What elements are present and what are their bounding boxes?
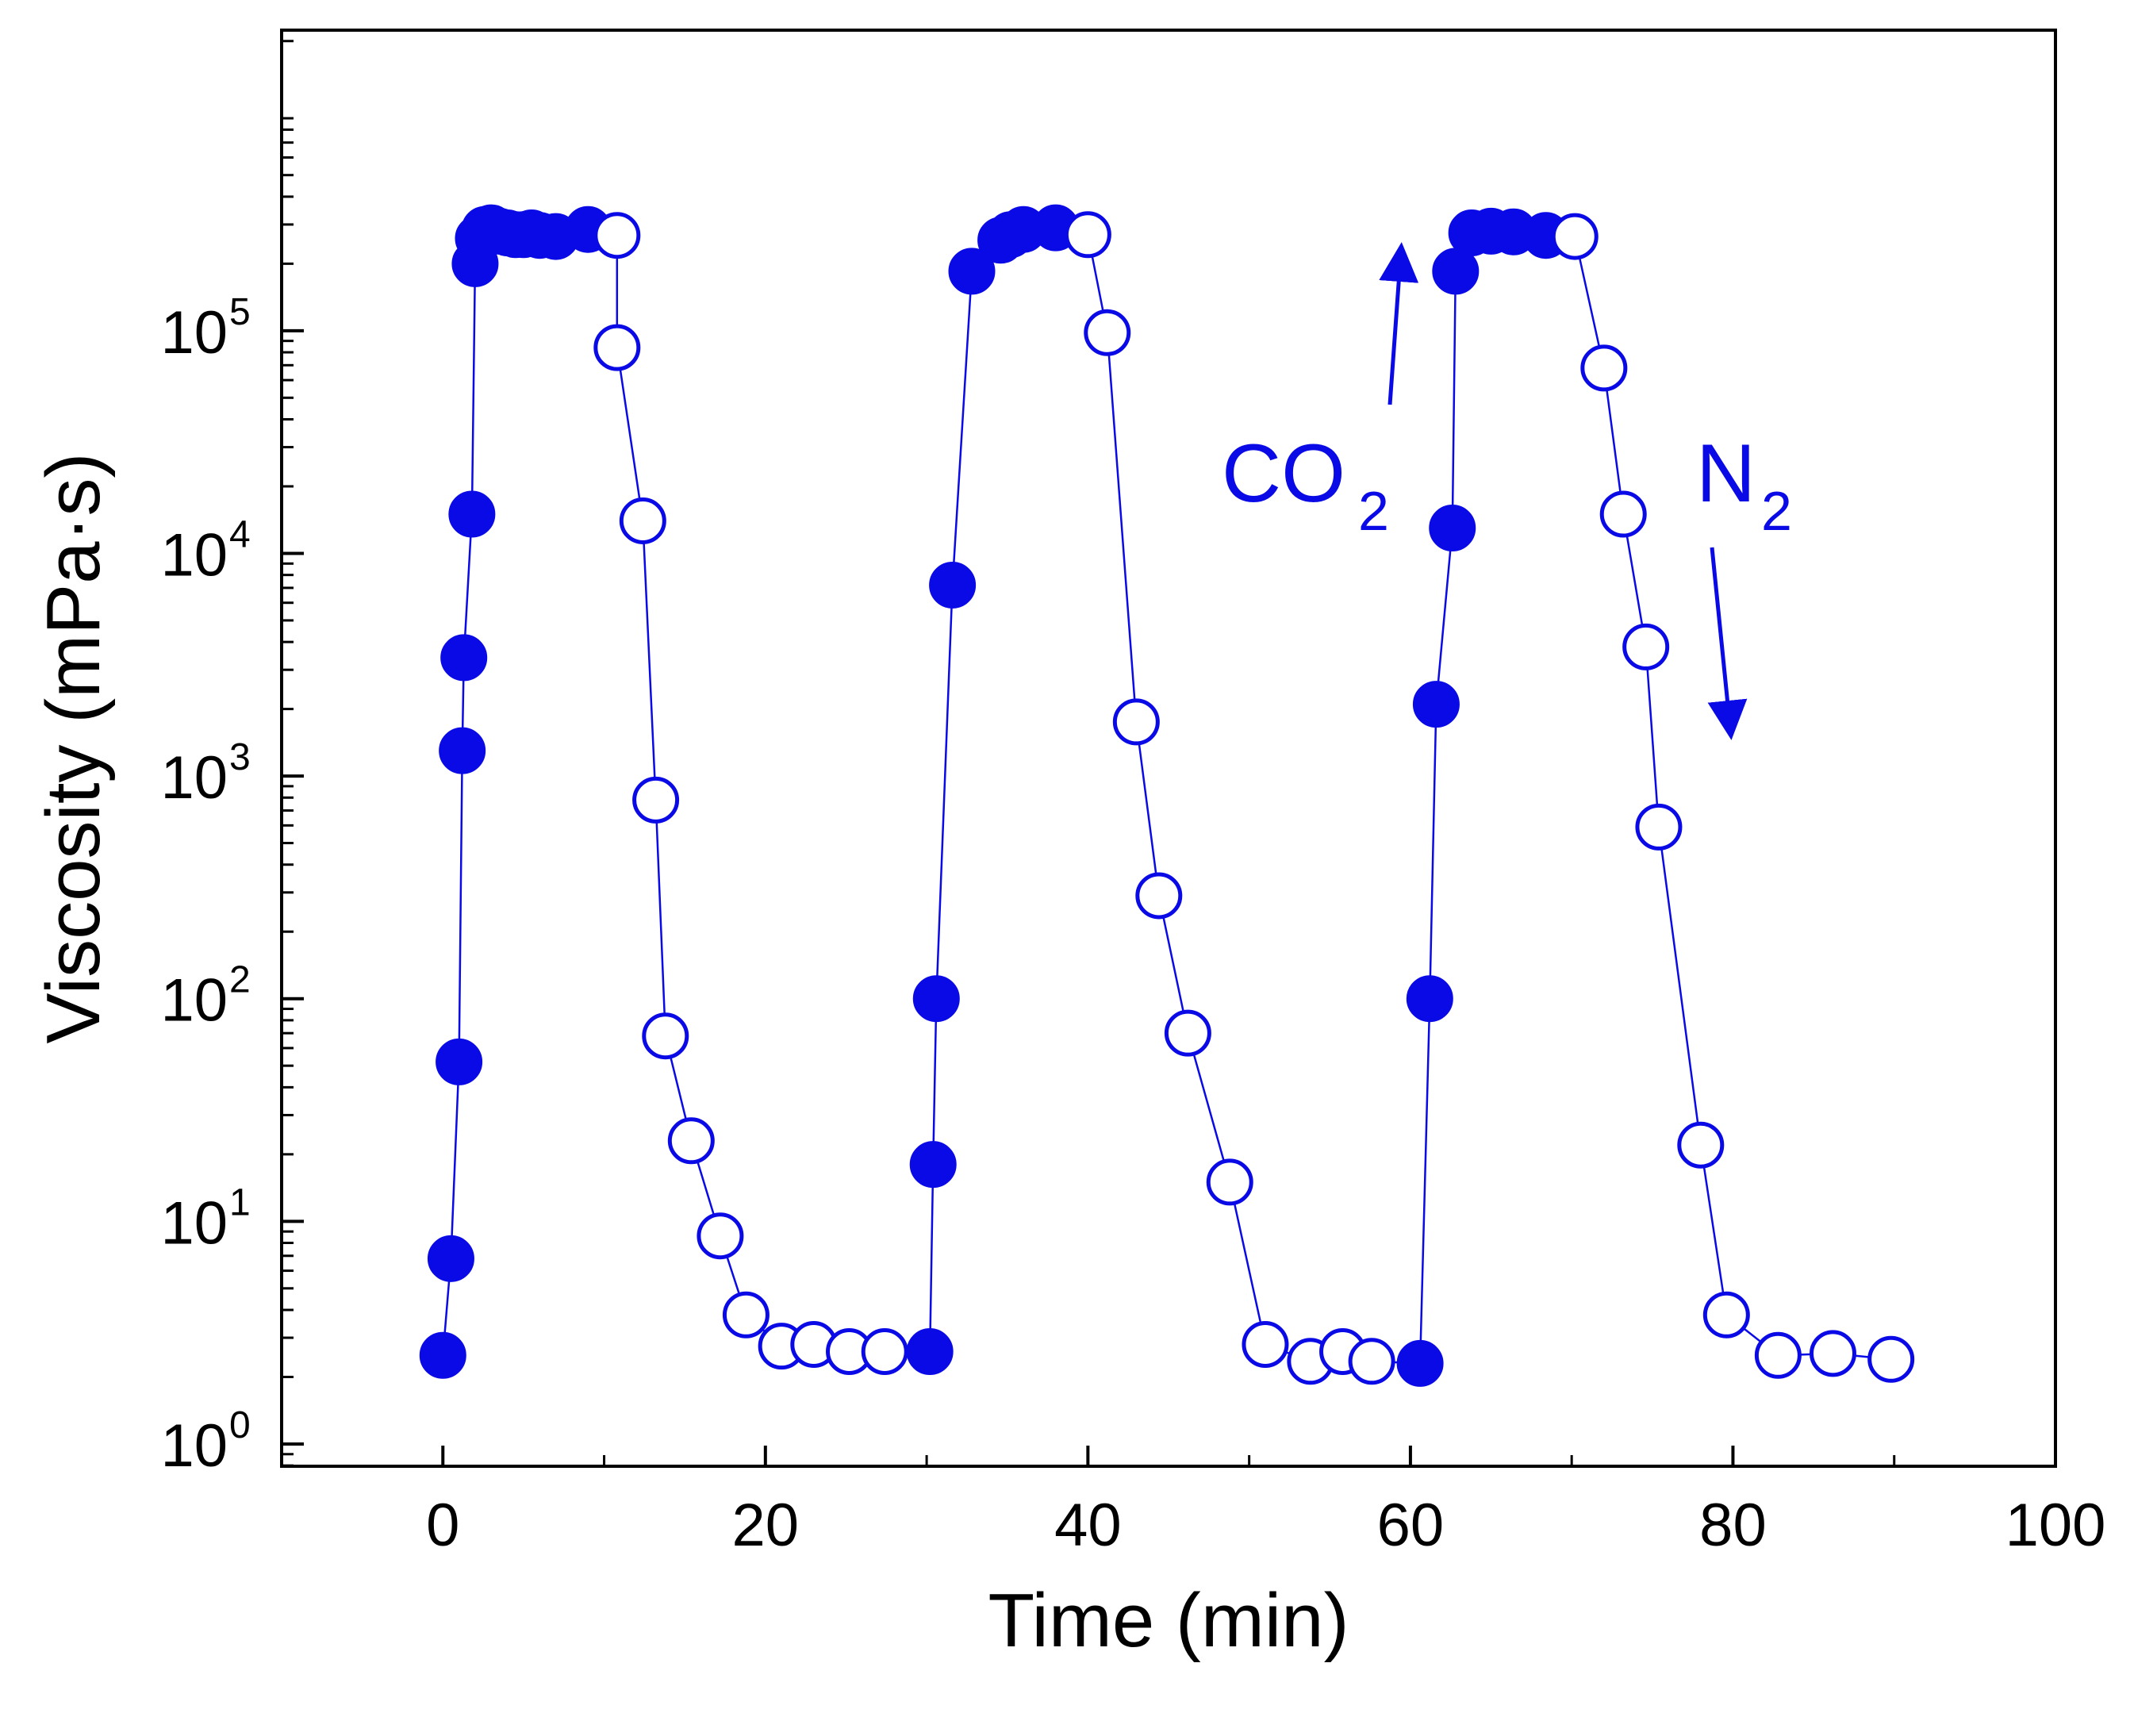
n2-data-point (1164, 1009, 1211, 1057)
y-tick-label-exponent: 0 (229, 1404, 251, 1446)
y-tick-label-exponent: 1 (229, 1181, 251, 1223)
co2-data-point (427, 1235, 474, 1282)
x-tick-label: 80 (1699, 1492, 1767, 1559)
n2-data-point (1580, 344, 1628, 392)
n2-annotation: N 2 (1696, 428, 1792, 740)
n2-data-point (722, 1291, 770, 1338)
y-tick-label-exponent: 2 (229, 959, 251, 1001)
n2-data-point (1206, 1158, 1253, 1206)
x-tick-label: 20 (732, 1492, 800, 1559)
y-tick-label-exponent: 5 (229, 291, 251, 333)
plot-frame (280, 29, 2057, 1468)
y-axis-label: Viscosity (mPa·s) (31, 453, 116, 1044)
co2-data-point (419, 1331, 466, 1379)
co2-subscript: 2 (1358, 480, 1389, 542)
y-tick-label-base: 10 (160, 967, 228, 1035)
n2-data-point (1064, 211, 1111, 259)
n2-label: N (1696, 428, 1756, 520)
n2-down-arrow (1707, 547, 1748, 740)
n2-data-point (593, 212, 641, 259)
n2-data-point (1754, 1331, 1802, 1379)
co2-data-point (909, 1141, 957, 1189)
n2-data-point (1809, 1330, 1856, 1377)
n2-data-point (1635, 803, 1683, 851)
x-tick-label: 40 (1054, 1492, 1122, 1559)
n2-data-point (1622, 623, 1670, 670)
n2-data-point (1348, 1338, 1395, 1385)
x-tick-label: 60 (1377, 1492, 1445, 1559)
n2-data-point (593, 324, 641, 371)
n2-data-point (632, 776, 680, 824)
n2-subscript: 2 (1761, 480, 1792, 542)
n2-data-point (619, 497, 666, 544)
n2-data-point (1135, 872, 1183, 920)
y-tick-label-base: 10 (160, 299, 228, 367)
x-tick-label: 0 (426, 1492, 459, 1559)
y-tick-label-exponent: 4 (229, 513, 251, 555)
y-tick-label-base: 10 (160, 1189, 228, 1257)
co2-data-point (436, 1038, 483, 1085)
y-tick-label-base: 10 (160, 744, 228, 812)
n2-data-point (861, 1327, 908, 1375)
x-axis-label: Time (min) (988, 1578, 1349, 1663)
co2-data-point (1429, 504, 1476, 551)
n2-data-point (1677, 1121, 1725, 1169)
n2-data-point (642, 1012, 689, 1060)
co2-data-point (912, 975, 960, 1023)
co2-data-point (1412, 681, 1460, 728)
n2-data-point (697, 1212, 744, 1260)
co2-data-point (1396, 1339, 1444, 1387)
n2-data-point (1702, 1291, 1750, 1338)
co2-data-point (929, 561, 977, 609)
y-tick-label-exponent: 3 (229, 736, 251, 778)
x-tick-label: 100 (2005, 1492, 2106, 1559)
n2-data-point (1112, 698, 1160, 746)
series-points (419, 204, 1915, 1387)
n2-data-point (667, 1117, 715, 1165)
co2-up-arrow (1379, 242, 1419, 405)
co2-data-point (448, 490, 496, 538)
x-axis-ticks: 0 20 40 60 80 100 (280, 1446, 2106, 1559)
co2-data-point (948, 248, 996, 295)
co2-label: CO (1222, 428, 1345, 520)
co2-data-point (906, 1327, 954, 1375)
co2-annotation: CO 2 (1222, 242, 1419, 542)
y-tick-label-base: 10 (160, 1412, 228, 1480)
n2-data-point (1551, 213, 1599, 260)
n2-data-point (1242, 1320, 1289, 1368)
co2-data-point (439, 727, 486, 774)
co2-data-point (1406, 975, 1453, 1023)
n2-data-point (1084, 309, 1131, 356)
n2-data-point (1867, 1335, 1915, 1383)
y-tick-label-base: 10 (160, 521, 228, 589)
co2-data-point (440, 634, 488, 682)
n2-data-point (1599, 490, 1647, 538)
